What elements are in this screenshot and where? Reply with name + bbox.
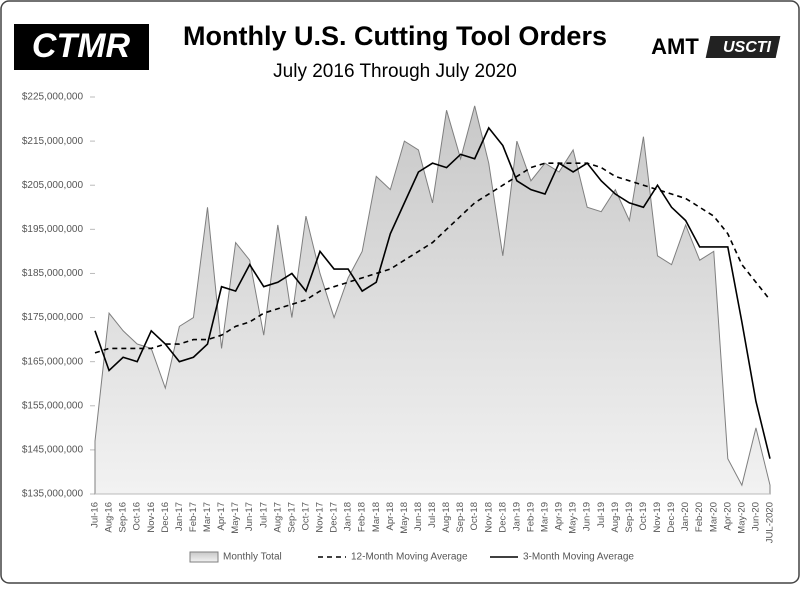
area: [94, 105, 771, 495]
x-tick-label: Feb-19: [525, 502, 536, 532]
line: [94, 126, 771, 459]
x-tick-label: Aug-16: [104, 502, 115, 533]
x-tick-label: Mar-18: [371, 502, 382, 532]
x-tick-label: Dec-19: [666, 502, 677, 533]
x-tick-label: Sep-16: [118, 502, 129, 533]
x-tick-label: Sep-17: [286, 502, 297, 533]
x-tick-label: Aug-17: [272, 502, 283, 533]
x-tick-label: Sep-18: [455, 502, 466, 533]
chart-title: Monthly U.S. Cutting Tool Orders: [183, 21, 607, 51]
ctmr-logo-bg: [14, 24, 149, 70]
x-tick-label: Dec-16: [160, 502, 171, 533]
x-tick-label: Oct-19: [638, 502, 649, 531]
amt-logo: AMT: [651, 34, 699, 59]
x-tick-label: Dec-18: [497, 502, 508, 533]
x-tick-label: Jun-19: [582, 502, 593, 531]
x-tick-label: Oct-17: [300, 502, 311, 531]
x-tick-label: May-18: [399, 502, 410, 534]
legend-label: 3-Month Moving Average: [523, 552, 634, 563]
x-tick-label: Jun-20: [750, 502, 761, 531]
x-tick-label: Mar-17: [202, 502, 213, 532]
y-tick-label: $205,000,000: [22, 180, 84, 191]
x-tick-label: Nov-16: [146, 502, 157, 533]
x-tick-label: Mar-20: [708, 502, 719, 532]
x-tick-label: Jun-18: [413, 502, 424, 531]
x-tick-label: Jan-20: [680, 502, 691, 531]
x-tick-label: Dec-17: [329, 502, 340, 533]
y-tick-label: $135,000,000: [22, 489, 84, 500]
x-tick-label: JUL-2020: [765, 502, 776, 543]
x-tick-label: Nov-17: [315, 502, 326, 533]
y-tick-label: $195,000,000: [22, 224, 84, 235]
y-tick-label: $155,000,000: [22, 400, 84, 411]
x-tick-label: Aug-18: [441, 502, 452, 533]
x-tick-label: Jan-19: [511, 502, 522, 531]
ctmr-logo: CTMR: [32, 27, 131, 65]
x-tick-label: May-20: [736, 502, 747, 534]
x-tick-label: Jul-18: [427, 502, 438, 528]
x-tick-label: Feb-20: [694, 502, 705, 532]
x-tick-label: May-19: [568, 502, 579, 534]
x-tick-label: Feb-17: [188, 502, 199, 532]
x-tick-label: Jan-18: [343, 502, 354, 531]
x-tick-label: Feb-18: [357, 502, 368, 532]
x-tick-label: Aug-19: [610, 502, 621, 533]
chart-subtitle: July 2016 Through July 2020: [273, 61, 517, 82]
x-tick-label: May-17: [230, 502, 241, 534]
x-tick-label: Apr-18: [385, 502, 396, 531]
legend-swatch: [189, 551, 219, 563]
x-tick-label: Nov-18: [483, 502, 494, 533]
x-tick-label: Jan-17: [174, 502, 185, 531]
y-tick-label: $215,000,000: [22, 136, 84, 147]
x-tick-label: Jun-17: [244, 502, 255, 531]
uscti-logo-bg: [705, 36, 781, 58]
x-tick-label: Apr-19: [554, 502, 565, 531]
y-tick-label: $165,000,000: [22, 356, 84, 367]
legend-label: 12-Month Moving Average: [351, 552, 468, 563]
x-tick-label: Apr-17: [216, 502, 227, 531]
x-tick-label: Jul-16: [90, 502, 101, 528]
legend-label: Monthly Total: [223, 552, 282, 563]
y-tick-label: $145,000,000: [22, 445, 84, 456]
x-tick-label: Jul-17: [258, 502, 269, 528]
uscti-logo: USCTI: [723, 39, 772, 56]
y-tick-label: $225,000,000: [22, 92, 84, 103]
y-tick-label: $175,000,000: [22, 312, 84, 323]
y-tick-label: $185,000,000: [22, 268, 84, 279]
x-tick-label: Oct-18: [469, 502, 480, 531]
x-tick-label: Jul-19: [596, 502, 607, 528]
x-tick-label: Nov-19: [652, 502, 663, 533]
x-tick-label: Oct-16: [132, 502, 143, 531]
x-tick-label: Apr-20: [722, 502, 733, 531]
line: [94, 162, 771, 354]
x-tick-label: Mar-19: [540, 502, 551, 532]
x-tick-label: Sep-19: [624, 502, 635, 533]
